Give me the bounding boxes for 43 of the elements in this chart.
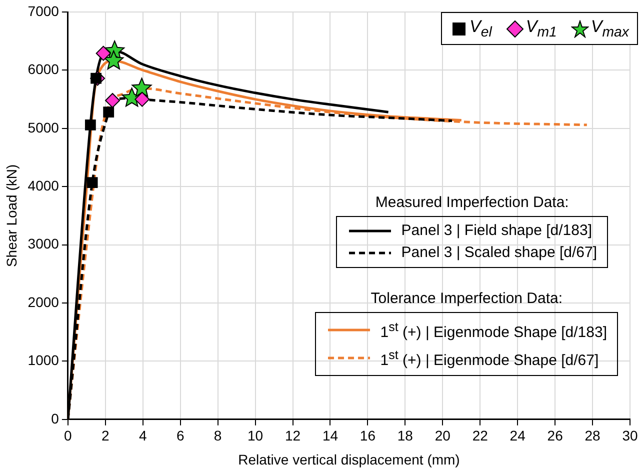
x-tick-label: 22 [472, 428, 488, 444]
point [84, 119, 96, 130]
legend-label: 1$^{st}$ (+) | Eigenmode Shape [d/183] [380, 319, 607, 343]
x-tick-label: 16 [360, 428, 376, 444]
annotation: Measured Imperfection Data: [375, 194, 569, 211]
x-tick-label: 4 [138, 428, 147, 444]
point [103, 106, 114, 118]
y-tick-label: 5000 [28, 119, 60, 136]
point [132, 78, 152, 97]
x-tick-label: 14 [322, 428, 338, 444]
y-tick-label: 0 [51, 410, 60, 426]
legend-label: V$_{max}$ [590, 17, 629, 40]
legend-label: V$_{m1}$ [526, 17, 557, 40]
y-tick-label: 7000 [28, 2, 60, 19]
y-tick-label: 3000 [28, 236, 60, 252]
x-tick-label: 10 [248, 428, 264, 444]
x-tick-label: 18 [397, 428, 414, 444]
y-tick-label: 4000 [28, 177, 60, 194]
y-axis-title: Shear Load (kN) [3, 164, 20, 268]
x-tick-label: 2 [102, 428, 110, 444]
x-tick-label: 12 [284, 428, 301, 444]
point [96, 46, 111, 61]
point [104, 50, 124, 70]
y-tick-label: 2000 [28, 294, 60, 310]
x-tick-label: 28 [584, 428, 601, 444]
legend-label: 1$^{st}$ (+) | Eigenmode Shape [d/67] [380, 347, 599, 371]
legend-label: Panel 3 | Scaled shape [d/67] [401, 243, 597, 263]
point [86, 177, 98, 188]
x-tick-label: 26 [547, 428, 564, 444]
x-tick-label: 20 [434, 428, 451, 444]
x-tick-label: 0 [64, 428, 72, 444]
legend-label: V$_{el}$ [470, 17, 492, 40]
x-tick-label: 30 [622, 428, 638, 444]
x-tick-label: 8 [214, 428, 222, 444]
y-tick-label: 6000 [28, 61, 60, 78]
annotation: Tolerance Imperfection Data: [370, 290, 563, 307]
legend-label: Panel 3 | Field shape [d/183] [401, 221, 592, 241]
y-tick-label: 1000 [28, 352, 60, 368]
x-tick-label: 6 [176, 428, 184, 444]
x-tick-label: 24 [510, 428, 526, 444]
point [134, 92, 150, 107]
x-axis-title: Relative vertical displacement (mm) [238, 451, 460, 468]
point [105, 92, 120, 108]
